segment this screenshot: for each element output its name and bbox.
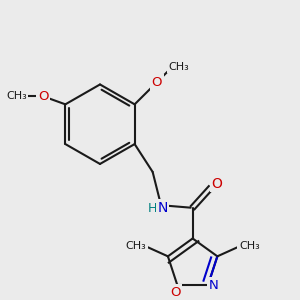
Text: CH₃: CH₃ xyxy=(168,61,189,72)
Text: O: O xyxy=(170,286,181,299)
Text: CH₃: CH₃ xyxy=(239,242,260,251)
Text: CH₃: CH₃ xyxy=(6,92,27,101)
Text: O: O xyxy=(211,177,222,191)
Text: CH₃: CH₃ xyxy=(125,242,146,251)
Text: O: O xyxy=(38,90,49,103)
Text: N: N xyxy=(158,201,168,215)
Text: H: H xyxy=(148,202,157,215)
Text: N: N xyxy=(209,279,219,292)
Text: O: O xyxy=(152,76,162,89)
